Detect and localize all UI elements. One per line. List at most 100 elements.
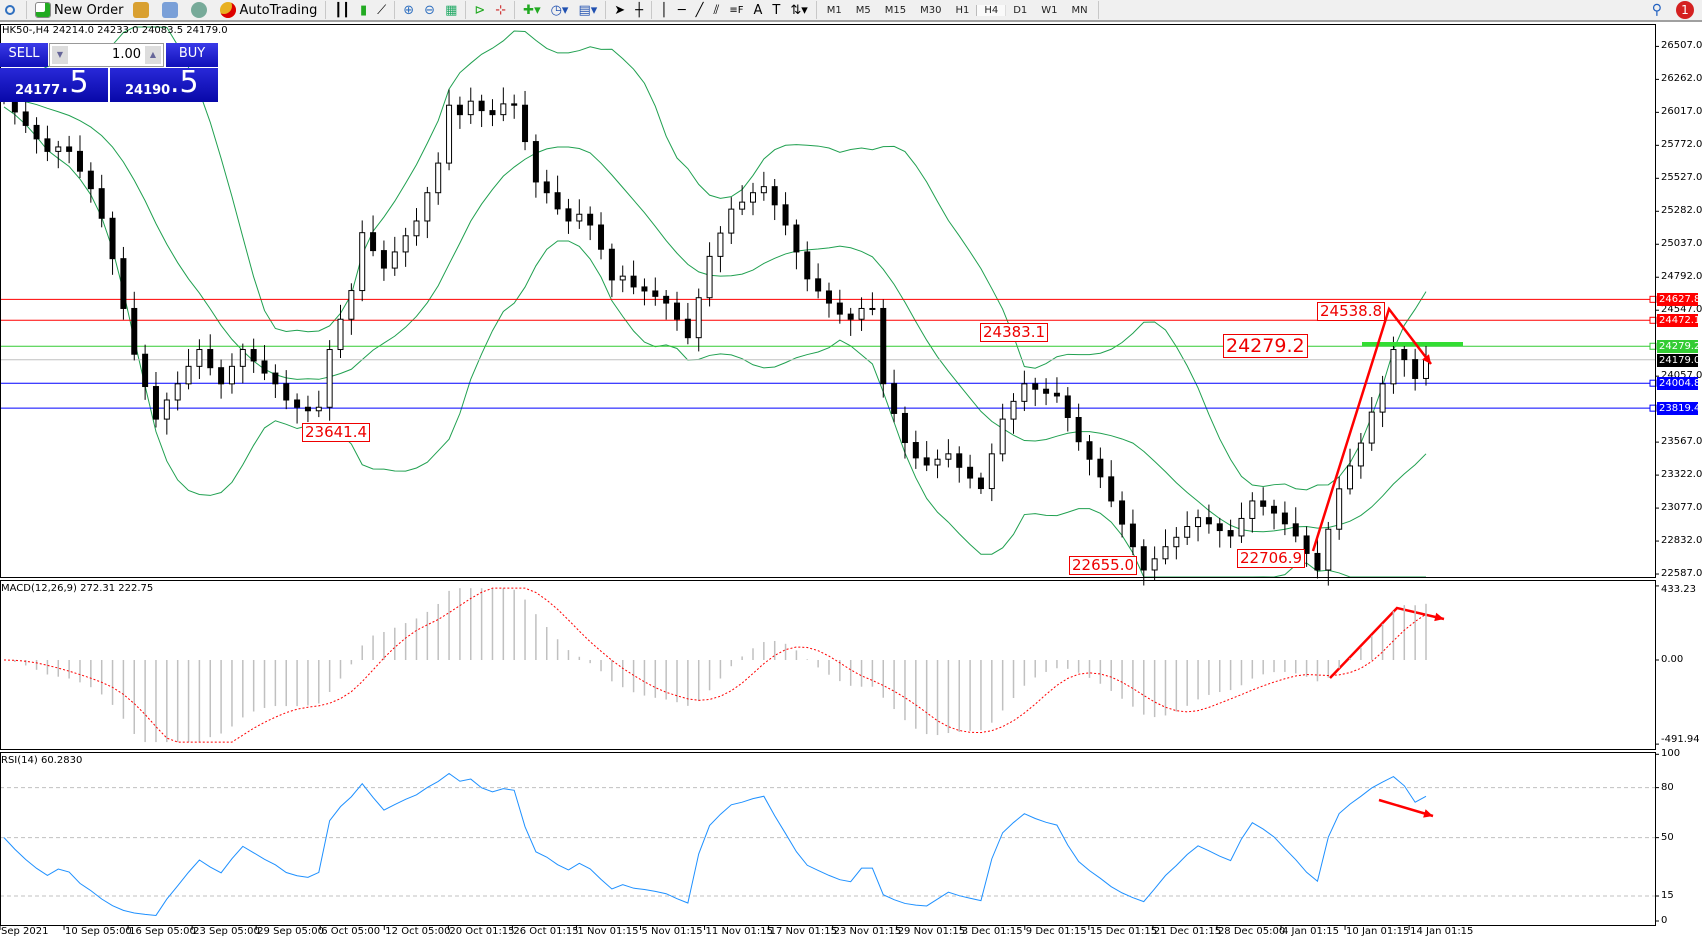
timeframe-m5[interactable]: M5 (855, 4, 871, 16)
bull-candle (1336, 488, 1343, 530)
zoom-out-button[interactable]: ⊖ (419, 0, 440, 20)
bull-candle (413, 220, 420, 237)
bull-candle (739, 201, 746, 210)
autoscroll-button[interactable]: ⊳ (469, 0, 490, 20)
level-price-tag: 23819.4 (1657, 402, 1701, 416)
sell-price-button[interactable]: 24177.5 (0, 65, 108, 102)
volume-up-icon[interactable]: ▲ (145, 46, 161, 64)
notifications-badge[interactable]: 1 (1676, 1, 1694, 19)
bull-candle (749, 192, 756, 203)
timeframe-h4[interactable]: H4 (976, 4, 1007, 16)
date-axis-label: 23 Sep 05:00 (193, 926, 260, 937)
zoom-tool[interactable] (0, 0, 23, 20)
price-axis-label: 24057.0 (1661, 370, 1702, 382)
price-axis-label: 25772.0 (1661, 139, 1702, 151)
periods-button[interactable]: ◷▾ (546, 0, 574, 20)
bull-candle (1347, 465, 1354, 490)
templates-button[interactable]: ▤▾ (573, 0, 602, 20)
date-axis-label: 10 Jan 01:15 (1346, 926, 1410, 937)
bear-candle (44, 138, 51, 152)
timeframe-mn[interactable]: MN (1071, 4, 1088, 16)
volume-field[interactable]: ▼ 1.00 ▲ (49, 43, 164, 67)
timeframe-m30[interactable]: M30 (920, 4, 942, 16)
terminal-icon (162, 2, 179, 18)
channel-tool[interactable]: ⫽ (709, 0, 725, 20)
new-order-button[interactable]: New Order (30, 0, 128, 20)
sell-button[interactable]: SELL (0, 43, 48, 67)
bear-candle (511, 103, 518, 106)
bull-candle (1184, 526, 1191, 538)
autotrading-button[interactable]: AutoTrading (215, 0, 322, 20)
signals-button[interactable] (186, 0, 215, 20)
crosshair-tool[interactable]: ┼ (630, 0, 648, 20)
timeframe-h1[interactable]: H1 (955, 4, 970, 16)
bear-candle (370, 232, 377, 252)
rsi-arrow (1378, 798, 1434, 818)
buy-button[interactable]: BUY (166, 43, 218, 67)
fibonacci-tool[interactable]: ≡F (724, 0, 748, 20)
zoom-in-button[interactable]: ⊕ (398, 0, 419, 20)
bull-candle (1195, 517, 1202, 528)
date-axis-label: 11 Nov 01:15 (705, 926, 773, 937)
bull-candle (391, 251, 398, 269)
macd-axis-label: 433.23 (1661, 583, 1696, 595)
bar-chart-button[interactable]: ┃┃ (329, 0, 355, 20)
bear-candle (684, 318, 691, 339)
bear-candle (793, 224, 800, 253)
volume-value[interactable]: 1.00 (112, 47, 141, 62)
trendline-tool[interactable]: ╱ (691, 0, 709, 20)
terminal-button[interactable] (157, 0, 186, 20)
timeframe-m15[interactable]: M15 (884, 4, 907, 16)
template-icon: ▤▾ (578, 2, 598, 18)
bear-candle (1086, 441, 1093, 460)
timeframe-d1[interactable]: D1 (1013, 4, 1028, 16)
bear-candle (152, 386, 159, 420)
autotrading-label: AutoTrading (239, 2, 318, 18)
bull-candle (446, 104, 453, 164)
candle-chart-button[interactable]: ▮ (355, 0, 372, 20)
bear-candle (554, 192, 561, 210)
magnifier-icon (5, 5, 15, 15)
search-icon[interactable]: ⚲ (1651, 2, 1662, 18)
chart-shift-button[interactable]: ⊹ (490, 0, 511, 20)
bull-candle (576, 213, 583, 222)
vertical-line-tool[interactable]: │ (655, 0, 673, 20)
bear-candle (1043, 388, 1050, 394)
zoom-in-icon: ⊕ (403, 2, 415, 18)
arrows-tool[interactable]: ⇅▾ (785, 0, 812, 20)
channel-icon: ⫽ (713, 2, 720, 18)
volume-down-icon[interactable]: ▼ (52, 46, 68, 64)
text-label-icon: T (772, 2, 781, 18)
bear-candle (294, 399, 301, 408)
timeframe-m1[interactable]: M1 (826, 4, 842, 16)
buy-price-button[interactable]: 24190.5 (110, 65, 218, 102)
date-axis-label: 1 Nov 01:15 (577, 926, 639, 937)
bear-candle (261, 360, 268, 374)
price-annotation: 24538.8 (1317, 302, 1386, 321)
cursor-tool[interactable]: ➤ (609, 0, 630, 20)
text-label-tool[interactable]: T (767, 0, 785, 20)
indicators-button[interactable]: ✚▾ (518, 0, 545, 20)
buy-price-pips: .5 (170, 65, 199, 100)
price-axis-label: 22587.0 (1661, 568, 1702, 580)
bear-candle (250, 349, 257, 362)
price-annotation: 24383.1 (980, 323, 1049, 342)
date-axis-label: 3 Dec 01:15 (961, 926, 1023, 937)
horizontal-line-tool[interactable]: ─ (673, 0, 691, 20)
tile-windows-button[interactable]: ▦ (440, 0, 462, 20)
line-chart-icon: ⟋ (377, 2, 387, 18)
price-axis-label: 22832.0 (1661, 535, 1702, 547)
text-tool[interactable]: A (748, 0, 767, 20)
bull-candle (1357, 442, 1364, 467)
bear-candle (142, 353, 149, 388)
date-axis-label: 29 Nov 01:15 (897, 926, 966, 937)
one-click-trading-panel: SELL ▼ 1.00 ▲ BUY 24177.5 24190.5 (0, 43, 218, 102)
chart-canvas[interactable] (0, 24, 1702, 937)
rsi-line (3, 772, 1427, 916)
date-axis-label: 14 Jan 01:15 (1410, 926, 1474, 937)
bull-candle (337, 318, 344, 351)
timeframe-w1[interactable]: W1 (1041, 4, 1058, 16)
line-chart-button[interactable]: ⟋ (372, 0, 391, 20)
autotrading-icon (220, 2, 237, 18)
metaeditor-button[interactable] (128, 0, 157, 20)
